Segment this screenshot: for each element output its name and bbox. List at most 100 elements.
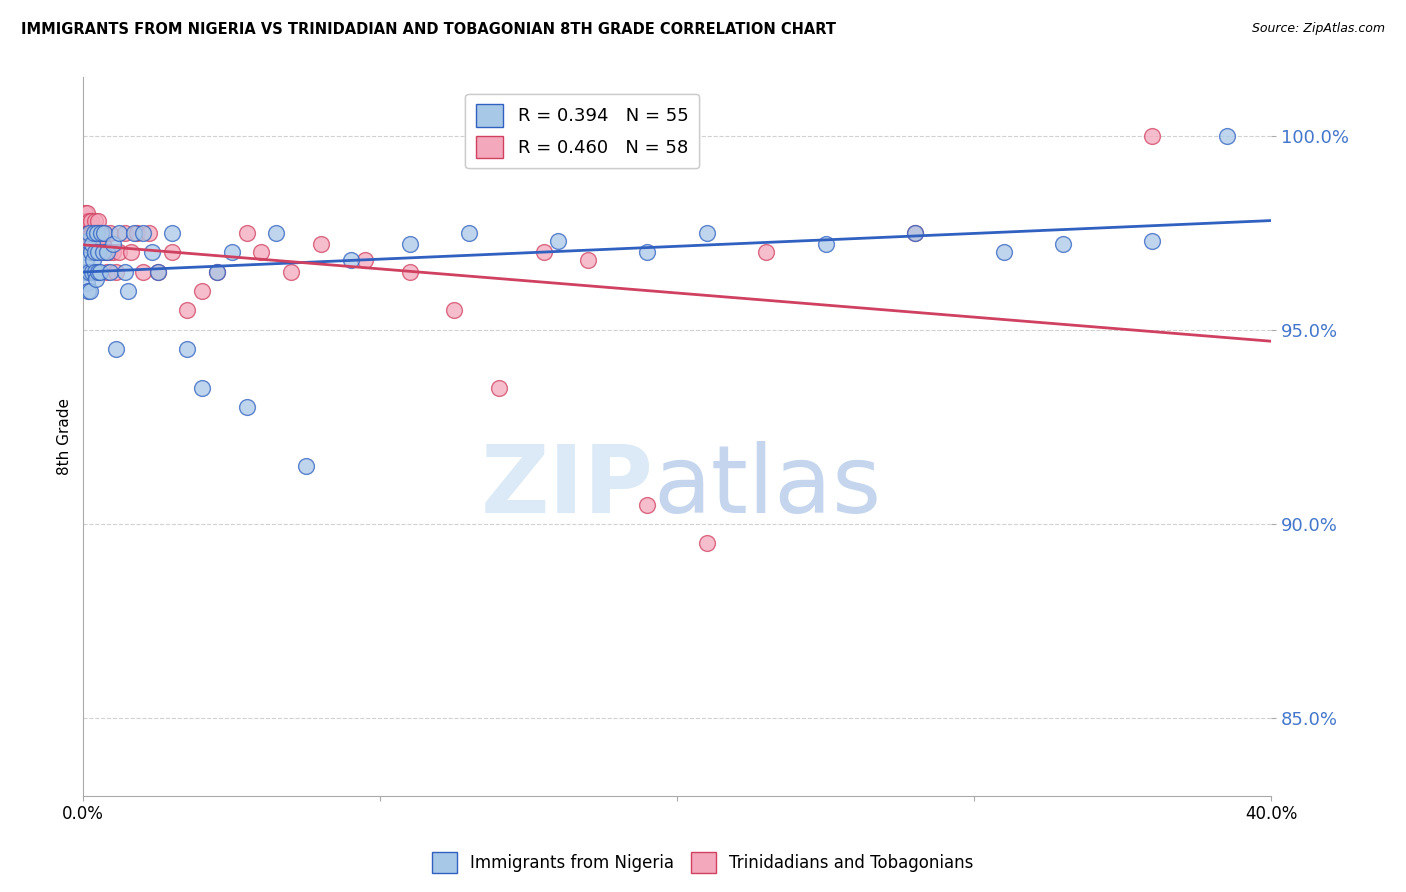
- Point: [83, 226, 105, 240]
- Point: [75, 214, 97, 228]
- Point: [89, 245, 111, 260]
- Point: [77, 226, 100, 240]
- Point: [76, 277, 98, 291]
- Point: [176, 303, 198, 318]
- Point: [114, 226, 136, 240]
- Point: [235, 226, 257, 240]
- Point: [696, 536, 718, 550]
- Point: [339, 252, 361, 267]
- Point: [98, 226, 121, 240]
- Point: [84, 226, 107, 240]
- Point: [87, 245, 110, 260]
- Point: [97, 245, 120, 260]
- Point: [76, 284, 98, 298]
- Point: [904, 226, 927, 240]
- Point: [131, 226, 153, 240]
- Point: [904, 226, 927, 240]
- Point: [576, 252, 599, 267]
- Point: [138, 226, 160, 240]
- Point: [250, 245, 273, 260]
- Point: [75, 206, 97, 220]
- Point: [82, 252, 104, 267]
- Point: [91, 237, 114, 252]
- Point: [120, 245, 142, 260]
- Point: [79, 245, 101, 260]
- Point: [755, 245, 778, 260]
- Point: [93, 226, 115, 240]
- Point: [191, 284, 214, 298]
- Point: [309, 237, 332, 252]
- Point: [80, 264, 103, 278]
- Point: [75, 252, 97, 267]
- Point: [83, 226, 105, 240]
- Point: [101, 245, 124, 260]
- Text: IMMIGRANTS FROM NIGERIA VS TRINIDADIAN AND TOBAGONIAN 8TH GRADE CORRELATION CHAR: IMMIGRANTS FROM NIGERIA VS TRINIDADIAN A…: [21, 22, 837, 37]
- Point: [1142, 234, 1164, 248]
- Y-axis label: 8th Grade: 8th Grade: [58, 398, 72, 475]
- Point: [1215, 128, 1237, 143]
- Point: [84, 237, 107, 252]
- Point: [162, 245, 184, 260]
- Point: [266, 226, 288, 240]
- Point: [108, 245, 131, 260]
- Legend: R = 0.394   N = 55, R = 0.460   N = 58: R = 0.394 N = 55, R = 0.460 N = 58: [465, 94, 699, 169]
- Point: [82, 237, 104, 252]
- Point: [77, 264, 100, 278]
- Point: [533, 245, 555, 260]
- Point: [104, 343, 127, 357]
- Point: [458, 226, 481, 240]
- Point: [295, 458, 318, 473]
- Point: [104, 264, 127, 278]
- Point: [89, 226, 111, 240]
- Point: [280, 264, 302, 278]
- Legend: Immigrants from Nigeria, Trinidadians and Tobagonians: Immigrants from Nigeria, Trinidadians an…: [426, 846, 980, 880]
- Point: [101, 237, 124, 252]
- Point: [637, 498, 659, 512]
- Point: [96, 264, 118, 278]
- Point: [399, 264, 422, 278]
- Point: [96, 245, 118, 260]
- Point: [76, 234, 98, 248]
- Point: [108, 226, 131, 240]
- Point: [86, 214, 108, 228]
- Point: [354, 252, 377, 267]
- Point: [235, 401, 257, 415]
- Point: [87, 237, 110, 252]
- Point: [696, 226, 718, 240]
- Point: [131, 264, 153, 278]
- Text: ZIP: ZIP: [481, 441, 654, 533]
- Point: [93, 226, 115, 240]
- Point: [86, 226, 108, 240]
- Point: [162, 226, 184, 240]
- Point: [488, 381, 510, 395]
- Point: [84, 245, 107, 260]
- Point: [637, 245, 659, 260]
- Point: [82, 245, 104, 260]
- Point: [76, 226, 98, 240]
- Point: [83, 264, 105, 278]
- Point: [77, 226, 100, 240]
- Point: [146, 264, 169, 278]
- Point: [90, 226, 112, 240]
- Point: [73, 264, 96, 278]
- Point: [80, 245, 103, 260]
- Point: [75, 245, 97, 260]
- Text: atlas: atlas: [654, 441, 882, 533]
- Point: [84, 272, 107, 286]
- Point: [80, 226, 103, 240]
- Point: [1142, 128, 1164, 143]
- Point: [79, 284, 101, 298]
- Point: [90, 226, 112, 240]
- Point: [73, 226, 96, 240]
- Point: [814, 237, 837, 252]
- Point: [141, 245, 163, 260]
- Point: [122, 226, 145, 240]
- Point: [82, 226, 104, 240]
- Point: [86, 226, 108, 240]
- Point: [205, 264, 228, 278]
- Point: [117, 284, 139, 298]
- Point: [176, 343, 198, 357]
- Point: [443, 303, 465, 318]
- Point: [221, 245, 243, 260]
- Point: [993, 245, 1015, 260]
